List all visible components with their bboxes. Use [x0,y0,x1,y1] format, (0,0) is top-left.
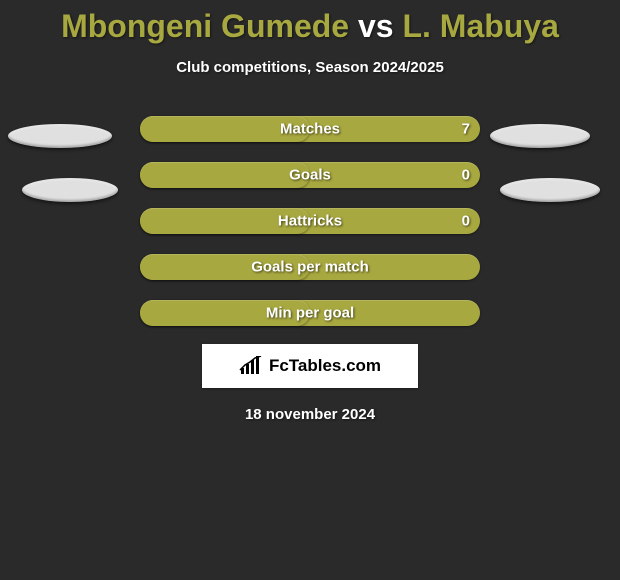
stat-label: Hattricks [278,213,342,230]
title-player2: L. Mabuya [402,8,558,44]
title-vs: vs [358,8,394,44]
decor-ellipse [8,124,112,148]
stat-label: Matches [280,121,340,138]
stat-label: Goals per match [251,259,369,276]
chart-icon [239,356,263,376]
stat-row: Min per goal [140,300,480,326]
stat-label: Goals [289,167,331,184]
subtitle: Club competitions, Season 2024/2025 [0,59,620,76]
date-text: 18 november 2024 [0,406,620,423]
stat-value-player2: 0 [462,167,470,184]
title-player1: Mbongeni Gumede [61,8,349,44]
branding-badge: FcTables.com [202,344,418,388]
stat-row: Goals per match [140,254,480,280]
stat-value-player2: 7 [462,121,470,138]
stat-row: Hattricks 0 [140,208,480,234]
bar-player1 [140,162,310,188]
stat-row: Matches 7 [140,116,480,142]
branding-text: FcTables.com [269,356,381,376]
page-title: Mbongeni Gumede vs L. Mabuya [0,0,620,45]
decor-ellipse [490,124,590,148]
stat-value-player2: 0 [462,213,470,230]
stat-row: Goals 0 [140,162,480,188]
decor-ellipse [500,178,600,202]
decor-ellipse [22,178,118,202]
stat-label: Min per goal [266,305,354,322]
